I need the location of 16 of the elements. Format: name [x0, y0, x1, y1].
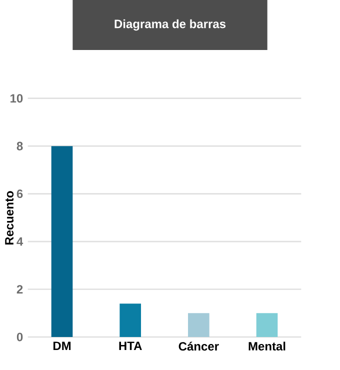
y-tick-label: 2	[16, 285, 23, 294]
bar	[120, 304, 141, 337]
y-tick-label: 10	[10, 94, 23, 103]
x-tick-label: Mental	[248, 342, 286, 351]
bar	[256, 313, 278, 337]
y-axis-title: Recuento	[5, 191, 14, 245]
x-tick-label: Cáncer	[178, 342, 219, 351]
y-tick-label: 4	[16, 237, 24, 246]
y-tick-label: 8	[16, 142, 23, 150]
y-tick-label: 0	[16, 332, 23, 342]
x-tick-label: HTA	[119, 342, 142, 350]
bar	[188, 313, 210, 337]
chart-title: Diagrama de barras	[114, 19, 226, 31]
x-tick-label: DM	[53, 342, 71, 350]
y-tick-label: 6	[16, 190, 23, 198]
bar	[51, 146, 73, 337]
